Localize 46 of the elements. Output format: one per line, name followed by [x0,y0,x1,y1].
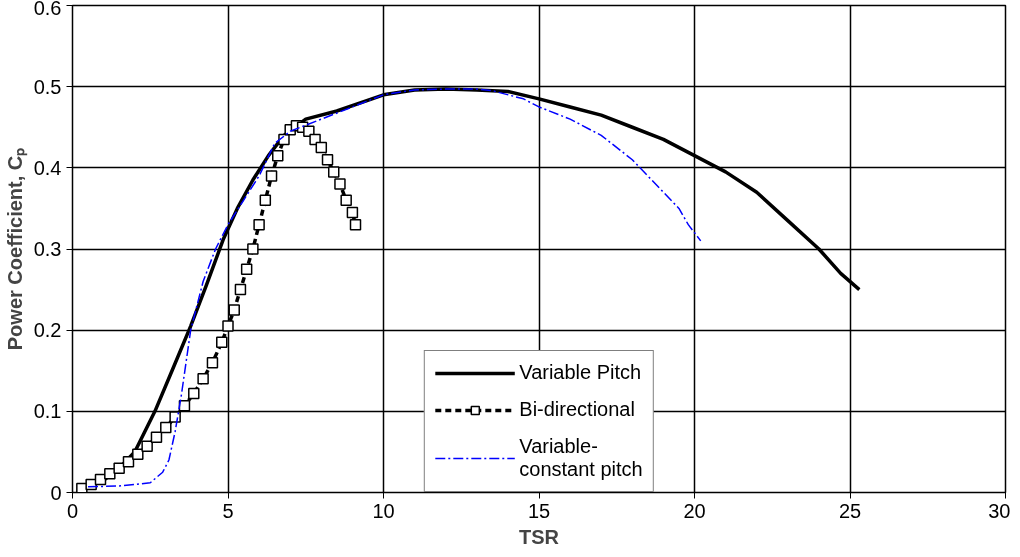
legend-label: Variable Pitch [519,361,642,384]
legend-label: Variable-constant pitch [519,435,643,481]
point [216,336,228,349]
point [265,170,278,182]
point [197,373,209,385]
point [272,149,284,162]
y-axis-title: Power Coefficient, Cₚ [3,147,28,351]
point [321,153,334,166]
point [247,243,259,255]
x-tick-label: 25 [838,499,862,522]
point [349,218,362,231]
point [188,387,200,400]
y-tick-label: 0.1 [33,400,62,423]
point [160,421,172,434]
point [253,218,265,231]
point [150,431,163,444]
point [346,206,359,219]
point [309,133,321,146]
point [104,468,116,480]
y-tick-label: 0.6 [33,0,62,19]
point [113,462,125,474]
point [228,304,240,316]
y-tick-label: 0.2 [33,319,62,342]
point [240,263,253,276]
point [259,194,272,207]
point [334,178,346,190]
x-axis-title: TSR [519,525,560,548]
point [340,194,352,207]
x-tick-label: 15 [527,499,551,522]
point [206,356,219,369]
y-tick-label: 0.4 [33,156,62,179]
point [315,141,328,154]
point [327,166,340,178]
point [234,283,247,296]
x-tick-label: 10 [372,499,395,522]
x-tick-label: 30 [988,499,1011,522]
y-tick-label: 0.3 [33,238,62,260]
legend-label: Bi-directional [519,398,635,421]
point [132,448,144,461]
x-tick-label: 20 [683,499,706,522]
point [222,320,234,332]
x-tick-label: 5 [222,499,234,522]
y-tick-label: 0 [50,481,62,504]
x-tick-label: 0 [66,499,79,522]
point [141,440,153,452]
y-tick-label: 0.5 [33,75,62,98]
